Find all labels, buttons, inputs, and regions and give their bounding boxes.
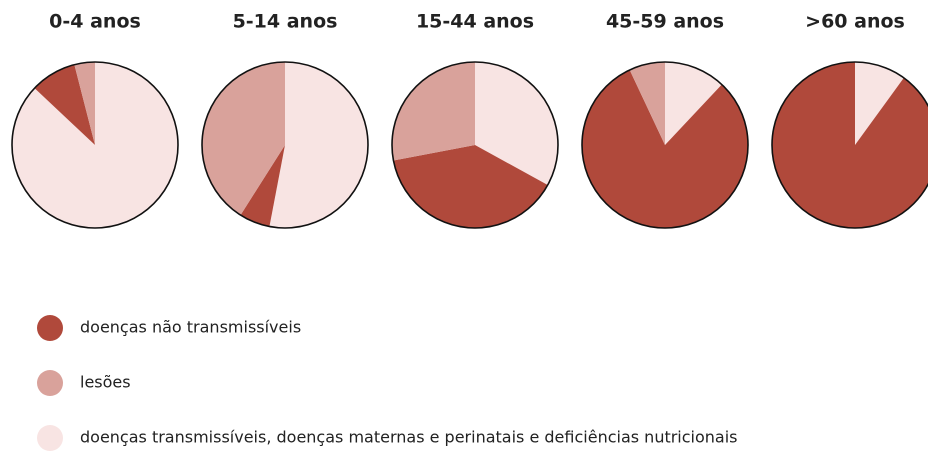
pie-slice	[629, 62, 665, 145]
pie-slice	[202, 61, 285, 216]
legend-label: lesões	[80, 373, 131, 392]
pie-slice	[34, 64, 95, 145]
pie-slice	[581, 69, 748, 229]
pie-title: 0-4 anos	[49, 11, 141, 33]
legend-marker	[37, 370, 63, 396]
pie-title: 15-44 anos	[416, 11, 534, 33]
legend-marker	[37, 315, 63, 341]
pie-slice	[393, 145, 548, 228]
pie-title: >60 anos	[805, 11, 905, 33]
pie-outline	[771, 61, 928, 229]
pie-outline	[391, 61, 559, 229]
legend-marker	[37, 425, 63, 451]
pie-outline	[201, 61, 369, 229]
pie-slice	[240, 145, 285, 227]
pie-slice	[855, 62, 904, 145]
pie-outline	[581, 61, 749, 229]
legend-label: doenças transmissíveis, doenças maternas…	[80, 428, 738, 447]
pie-slice	[772, 62, 928, 228]
pie-slice	[392, 61, 475, 161]
pie-slice	[665, 62, 722, 145]
pie-outline	[11, 61, 179, 229]
pie-slice	[11, 62, 178, 228]
pie-title: 5-14 anos	[233, 11, 338, 33]
legend-label: doenças não transmissíveis	[80, 318, 301, 337]
pie-slice	[269, 62, 368, 228]
pie-slice	[74, 62, 95, 145]
pie-title: 45-59 anos	[606, 11, 724, 33]
pie-slice	[475, 62, 558, 185]
